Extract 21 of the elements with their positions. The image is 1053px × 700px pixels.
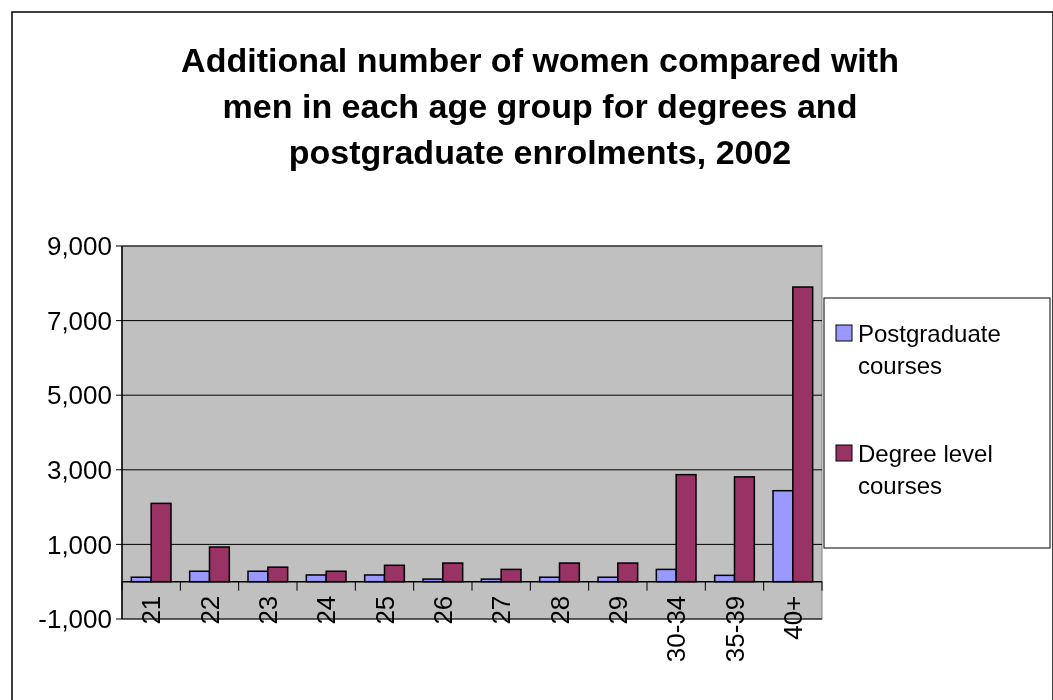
x-tick-label: 40+ (777, 595, 808, 640)
chart-title: Additional number of women compared with men in each age group for degrees and postgraduate enrolments, 2002 (181, 41, 899, 171)
x-tick-label: 30-34 (661, 595, 692, 663)
legend-label: Degree level courses (858, 440, 993, 499)
x-tick-label: 27 (486, 595, 517, 625)
legend-label: Postgraduate courses (858, 320, 1001, 379)
x-tick-label: 28 (544, 595, 575, 625)
x-tick-label: 25 (369, 595, 400, 625)
y-tick-label: 7,000 (46, 305, 112, 336)
x-tick-label: 35-39 (719, 595, 750, 663)
x-tick-label: 22 (194, 595, 225, 625)
x-tick-label: 24 (311, 595, 342, 625)
y-tick-label: 9,000 (46, 231, 112, 262)
y-tick-label: 3,000 (46, 454, 112, 485)
x-tick-label: 21 (136, 595, 167, 625)
x-tick-label: 23 (252, 595, 283, 625)
x-tick-label: 26 (427, 595, 458, 625)
x-tick-label: 29 (602, 595, 633, 625)
y-tick-label: 1,000 (46, 529, 112, 560)
y-tick-label: 5,000 (46, 380, 112, 411)
y-tick-label: -1,000 (38, 604, 112, 635)
